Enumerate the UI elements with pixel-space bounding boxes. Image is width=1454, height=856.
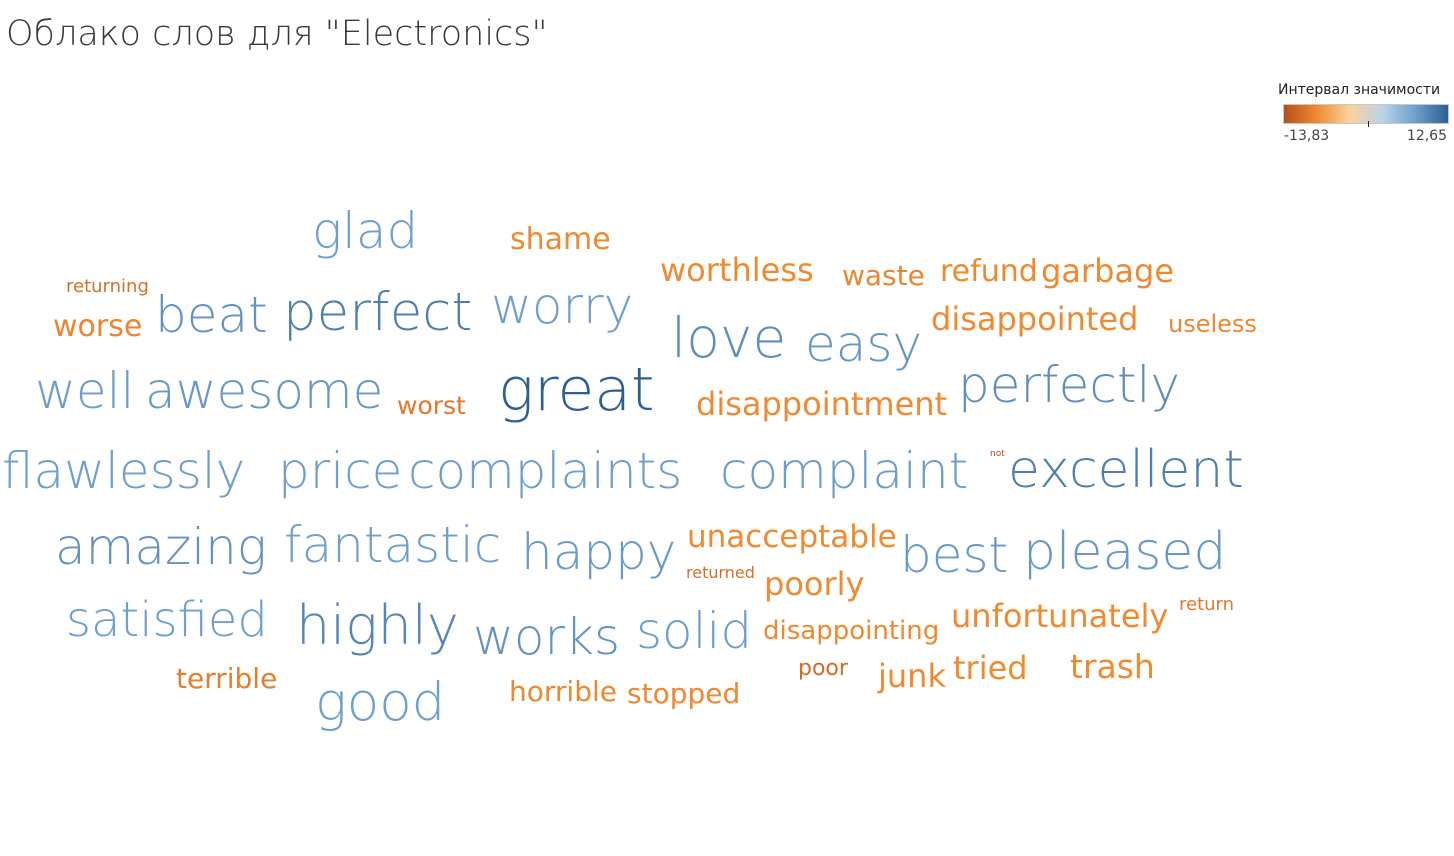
word-shame[interactable]: shame xyxy=(510,222,611,257)
word-excellent[interactable]: excellent xyxy=(1008,440,1244,500)
word-unacceptable[interactable]: unacceptable xyxy=(687,519,897,555)
word-poor[interactable]: poor xyxy=(798,656,848,681)
word-highly[interactable]: highly xyxy=(296,594,459,657)
word-worthless[interactable]: worthless xyxy=(660,251,814,289)
word-return[interactable]: return xyxy=(1179,594,1235,615)
word-fantastic[interactable]: fantastic xyxy=(284,516,502,574)
word-returned[interactable]: returned xyxy=(686,563,755,582)
word-disappointing[interactable]: disappointing xyxy=(763,616,940,646)
word-junk[interactable]: junk xyxy=(878,657,946,695)
word-best[interactable]: best xyxy=(900,526,1009,584)
word-glad[interactable]: glad xyxy=(312,202,419,260)
word-flawlessly[interactable]: flawlessly xyxy=(2,442,246,500)
legend-title: Интервал значимости xyxy=(1278,82,1441,98)
word-love[interactable]: love xyxy=(671,306,787,370)
word-horrible[interactable]: horrible xyxy=(509,675,617,708)
word-disappointment[interactable]: disappointment xyxy=(696,385,948,423)
word-returning[interactable]: returning xyxy=(66,276,149,297)
word-well[interactable]: well xyxy=(35,362,135,420)
word-trash[interactable]: trash xyxy=(1070,647,1155,686)
word-solid[interactable]: solid xyxy=(636,602,753,660)
word-tried[interactable]: tried xyxy=(953,649,1028,687)
word-pleased[interactable]: pleased xyxy=(1023,522,1227,582)
legend-color-gradient-bar xyxy=(1283,104,1449,124)
word-garbage[interactable]: garbage xyxy=(1041,252,1174,290)
chart-title: Облако слов для "Electronics" xyxy=(6,14,548,54)
word-happy[interactable]: happy xyxy=(521,523,677,581)
legend-max-label: 12,65 xyxy=(1406,128,1447,144)
word-unfortunately[interactable]: unfortunately xyxy=(951,597,1169,635)
word-useless[interactable]: useless xyxy=(1168,310,1257,338)
word-easy[interactable]: easy xyxy=(805,315,923,373)
word-complaints[interactable]: complaints xyxy=(408,442,683,500)
word-terrible[interactable]: terrible xyxy=(176,662,278,695)
word-works[interactable]: works xyxy=(473,608,621,666)
word-awesome[interactable]: awesome xyxy=(145,362,384,420)
word-refund[interactable]: refund xyxy=(940,254,1038,289)
word-complaint[interactable]: complaint xyxy=(720,442,969,500)
word-waste[interactable]: waste xyxy=(842,259,925,292)
word-worse[interactable]: worse xyxy=(53,309,143,344)
word-poorly[interactable]: poorly xyxy=(764,565,865,603)
word-disappointed[interactable]: disappointed xyxy=(931,300,1139,338)
word-satisfied[interactable]: satisfied xyxy=(66,592,268,648)
word-worry[interactable]: worry xyxy=(491,277,634,335)
legend-center-tick xyxy=(1368,121,1369,127)
word-great[interactable]: great xyxy=(498,355,655,425)
legend-min-label: -13,83 xyxy=(1284,128,1330,144)
word-good[interactable]: good xyxy=(315,672,446,733)
word-price[interactable]: price xyxy=(278,442,403,500)
word-amazing[interactable]: amazing xyxy=(55,518,267,576)
color-legend: Интервал значимости -13,83 12,65 xyxy=(1270,80,1454,150)
word-perfect[interactable]: perfect xyxy=(283,282,473,343)
word-not[interactable]: not xyxy=(990,449,1005,459)
word-stopped[interactable]: stopped xyxy=(627,677,741,710)
word-perfectly[interactable]: perfectly xyxy=(958,356,1180,414)
word-worst[interactable]: worst xyxy=(397,391,466,420)
word-beat[interactable]: beat xyxy=(155,286,268,344)
